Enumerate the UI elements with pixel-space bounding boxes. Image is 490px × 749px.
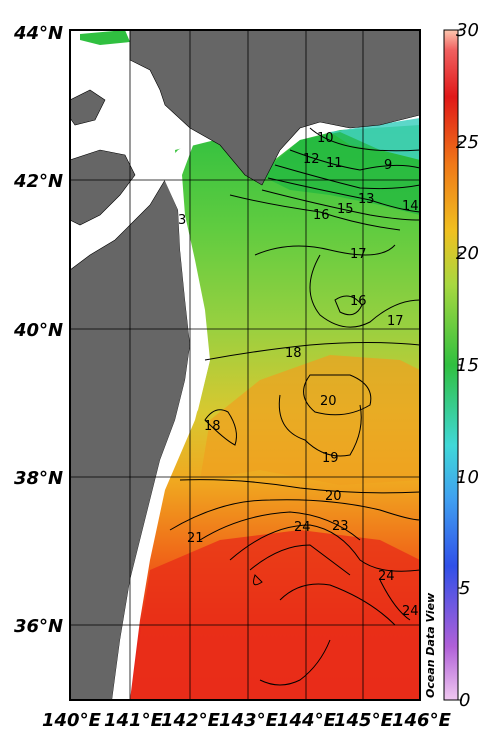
colorbar-tick-label: 20: [456, 243, 479, 264]
colorbar-labels: 30 25 20 15 10 5 0: [456, 20, 479, 711]
colorbar-tick-label: 10: [456, 467, 479, 488]
contour-label: 11: [326, 156, 343, 171]
contour-label: 24: [294, 520, 311, 535]
contour-label: 15: [337, 202, 354, 217]
latitude-axis: 44°N 42°N 40°N 38°N 36°N: [13, 23, 63, 637]
cold-water-patch: [330, 118, 420, 160]
lon-tick-label: 141°E: [104, 710, 164, 731]
contour-label: 9: [384, 158, 392, 173]
land-hokkaido: [129, 30, 420, 186]
ocean-data-view-credit: Ocean Data View: [424, 592, 437, 698]
green-patch-northwest: [80, 30, 130, 45]
contour-label: 21: [187, 531, 204, 546]
lat-tick-label: 40°N: [13, 320, 63, 341]
warm-water-patch: [200, 355, 420, 485]
lon-tick-label: 142°E: [161, 710, 221, 731]
lon-tick-label: 146°E: [392, 710, 452, 731]
contour-label: 18: [285, 346, 302, 361]
map-grid: [70, 30, 420, 700]
lon-tick-label: 140°E: [42, 710, 102, 731]
land-oshima: [70, 149, 136, 226]
lon-tick-label: 144°E: [277, 710, 337, 731]
contour-label: 18: [204, 419, 221, 434]
contour-label: 20: [325, 489, 342, 504]
longitude-axis: 140°E 141°E 142°E 143°E 144°E 145°E 146°…: [42, 710, 452, 731]
contour-label: 10: [317, 131, 334, 146]
colorbar-tick-label: 5: [459, 578, 470, 599]
map-frame: [69, 29, 421, 701]
contour-label: 16: [313, 208, 330, 223]
land-north-island: [70, 89, 106, 126]
contour-label: 20: [320, 394, 337, 409]
isotherm-contours: [169, 127, 420, 686]
lon-tick-label: 143°E: [219, 710, 279, 731]
green-band: [260, 132, 420, 215]
colorbar-ticks: [458, 29, 462, 701]
contour-label: 14: [402, 199, 419, 214]
contour-label: 17: [387, 314, 404, 329]
colorbar-tick-label: 30: [456, 20, 479, 41]
no-data-channel: [112, 140, 210, 700]
contour-label: 3: [178, 213, 186, 228]
contour-label: 16: [350, 294, 367, 309]
lon-tick-label: 145°E: [334, 710, 394, 731]
lat-tick-label: 42°N: [13, 171, 63, 192]
colorbar-tick-label: 25: [456, 132, 479, 153]
colorbar-tick-label: 15: [456, 355, 479, 376]
lat-tick-label: 38°N: [14, 468, 63, 489]
contour-label: 17: [350, 247, 367, 262]
contour-label: 23: [332, 519, 349, 534]
lat-tick-label: 36°N: [14, 616, 63, 637]
contour-label: 13: [358, 192, 375, 207]
colorbar-tick-label: 0: [459, 690, 470, 711]
contour-label: 19: [322, 451, 339, 466]
contour-label: 24: [402, 604, 419, 619]
contour-label: 24: [378, 569, 395, 584]
contour-labels: 9 10 11 12 13 14 15 16 17 17 16 17 18 18…: [178, 131, 419, 619]
contour-label: 12: [303, 152, 320, 167]
lat-tick-label: 44°N: [13, 23, 63, 44]
